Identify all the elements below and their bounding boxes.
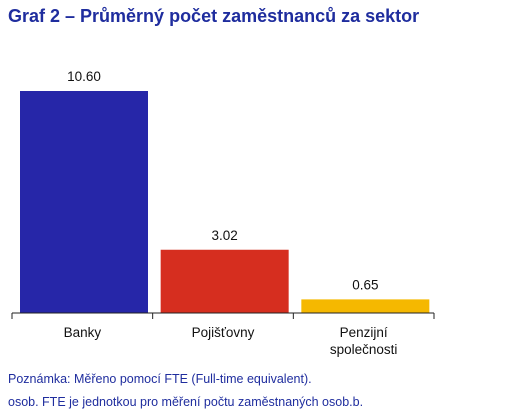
footnote-line-2: osob. FTE je jednotkou pro měření počtu … (8, 395, 364, 409)
data-label-1: 10.60 (67, 69, 101, 84)
data-label-2: 3.02 (212, 228, 238, 243)
category-label-1: Banky (64, 325, 102, 340)
bar-2 (160, 249, 289, 313)
category-label-2: Pojišťovny (192, 325, 255, 340)
bar-1 (20, 91, 148, 313)
footnote-line-1: Poznámka: Měřeno pomocí FTE (Full-time e… (8, 372, 312, 386)
category-label-3: Penzijní společnosti (330, 325, 398, 357)
chart-title: Graf 2 – Průměrný počet zaměstnanců za s… (8, 6, 420, 26)
data-label-3: 0.65 (352, 277, 378, 292)
bar-3 (301, 299, 430, 313)
bar-chart: 10.60 Banky 3.02 Pojišťovny 0.65 Penzijní spol… (11, 69, 435, 357)
